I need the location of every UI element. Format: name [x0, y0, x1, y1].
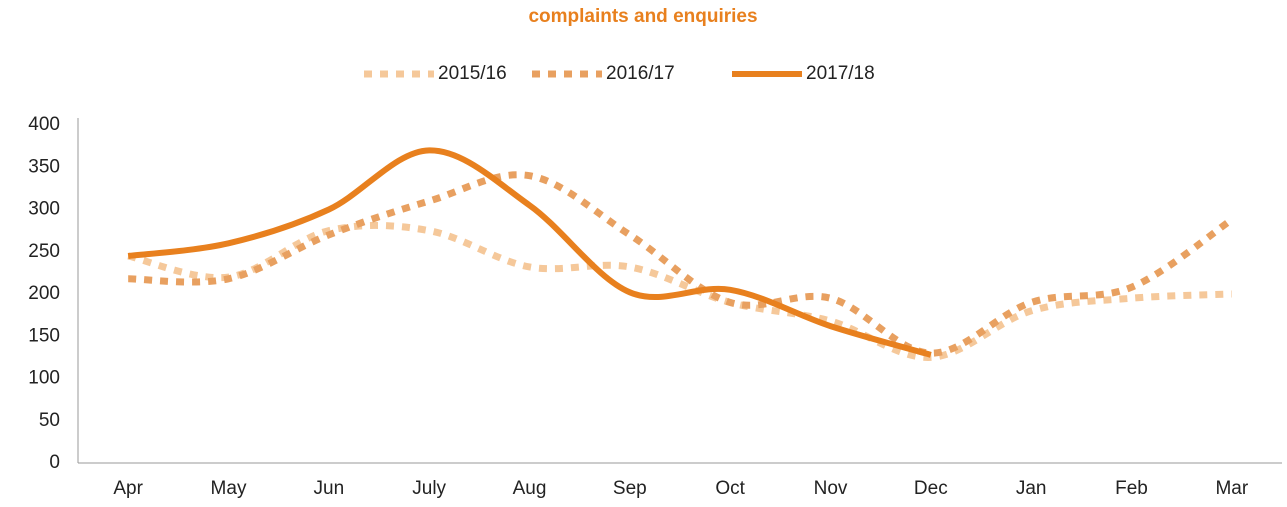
x-tick-label: Jun [314, 478, 345, 499]
y-tick-label: 400 [28, 114, 60, 135]
chart-title: complaints and enquiries [528, 6, 757, 27]
line-series [127, 221, 1232, 361]
y-tick-label: 200 [28, 283, 60, 304]
x-tick-label: July [412, 478, 446, 499]
y-tick-label: 300 [28, 199, 60, 220]
y-tick-label: 0 [49, 452, 60, 473]
legend-label: 2016/17 [606, 63, 675, 84]
y-tick-label: 50 [39, 410, 60, 431]
x-tick-label: Aug [513, 478, 547, 499]
x-tick-label: Dec [914, 478, 948, 499]
line-series [127, 147, 932, 358]
x-tick-label: Nov [814, 478, 848, 499]
x-tick-label: Oct [715, 478, 745, 499]
y-tick-label: 100 [28, 368, 60, 389]
y-tick-label: 350 [28, 156, 60, 177]
x-tick-label: Sep [613, 478, 647, 499]
x-tick-label: Jan [1016, 478, 1047, 499]
x-tick-label: Apr [113, 478, 143, 499]
x-tick-label: Feb [1115, 478, 1148, 499]
legend-label: 2015/16 [438, 63, 507, 84]
y-tick-label: 150 [28, 325, 60, 346]
y-tick-label: 250 [28, 241, 60, 262]
legend-label: 2017/18 [806, 63, 875, 84]
line-series [128, 171, 1234, 357]
x-tick-label: Mar [1215, 478, 1248, 499]
x-tick-label: May [211, 478, 247, 499]
